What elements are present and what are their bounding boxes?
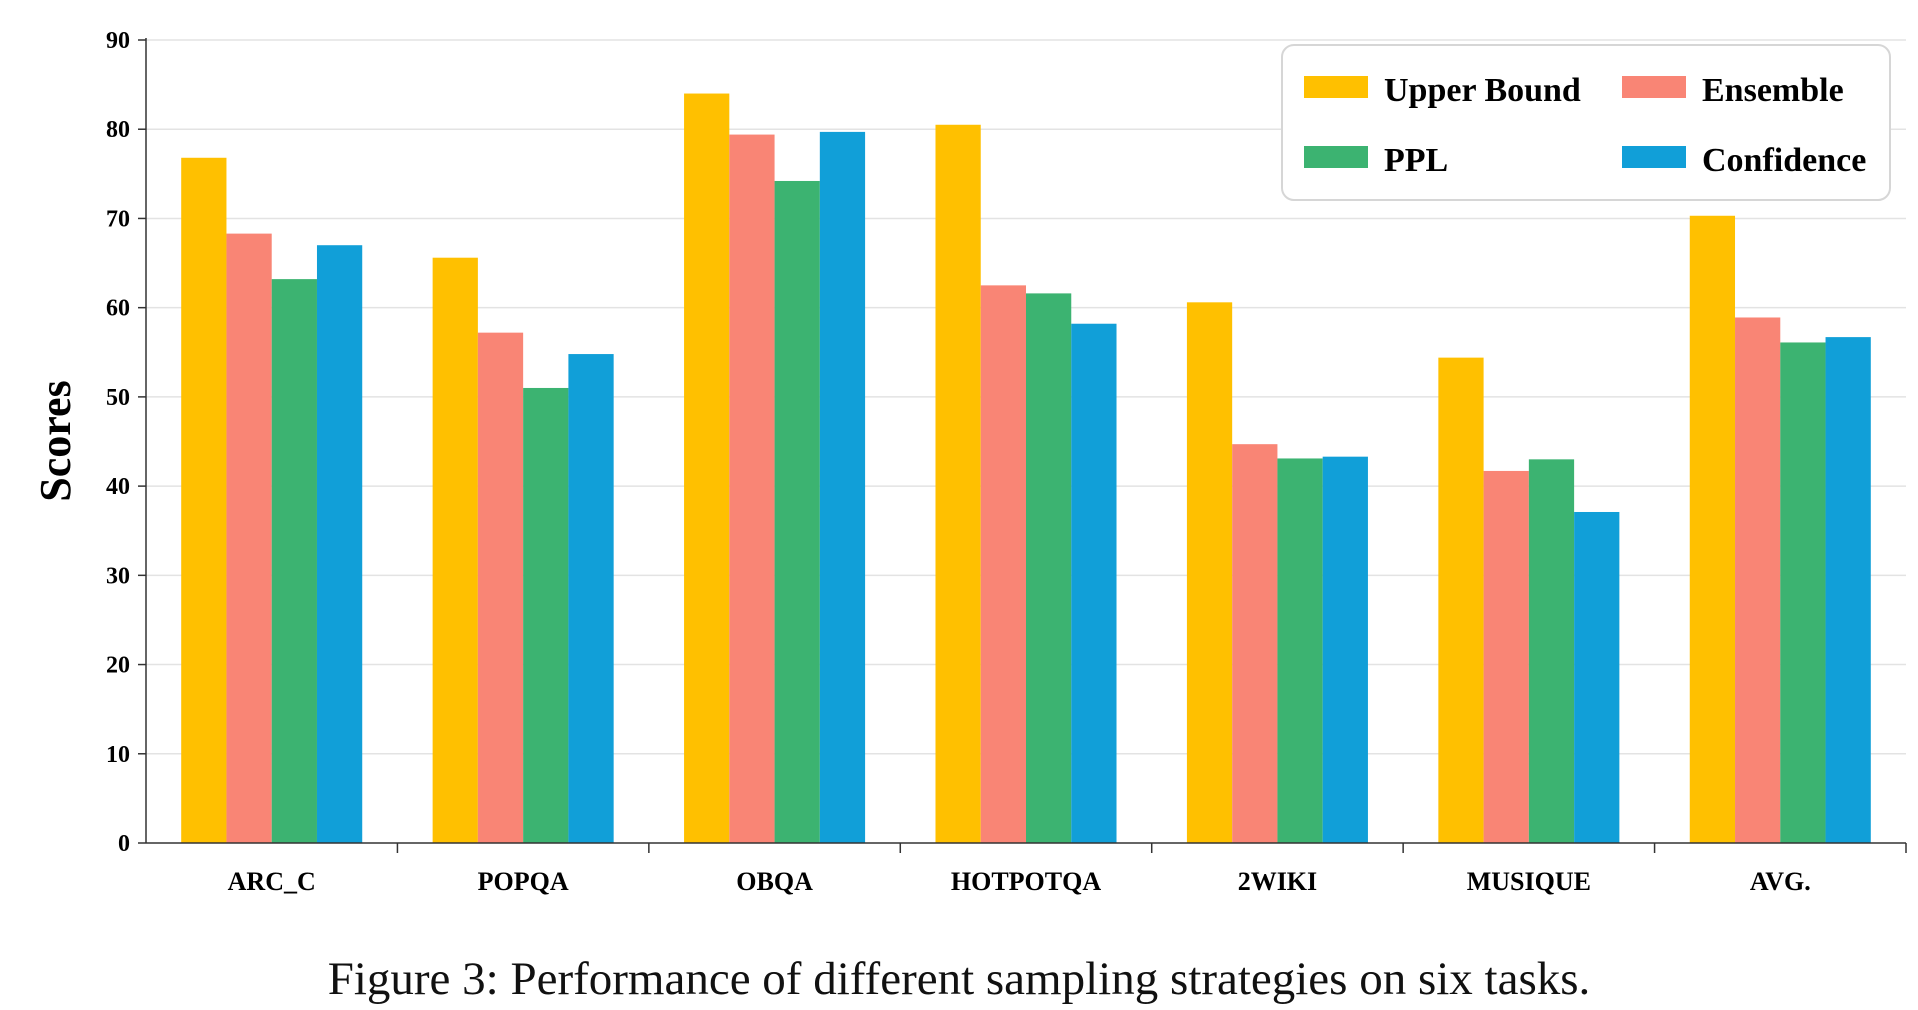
axes: 0 10 20 30 40 50 60 70 80 90 ARC_C POPQA OBQA HOTPOTQ… [106,28,1907,896]
bar-upper-bound-popqa [432,257,478,843]
bar-ensemble-2wiki [1232,444,1278,843]
legend-label-ensemble: Ensemble [1702,72,1844,109]
y-tick-label: 10 [106,742,130,768]
bar-upper-bound-obqa [684,93,730,844]
bar-ppl-arc-c [271,279,317,843]
x-tick-label: 2WIKI [1238,867,1317,896]
bars [181,93,1871,844]
bar-ensemble-avg [1735,317,1781,844]
legend-swatch-upper-bound [1304,76,1368,98]
bar-confidence-hotpotqa [1071,323,1117,843]
bar-upper-bound-hotpotqa [935,124,981,843]
y-tick-label: 0 [118,831,130,857]
legend-swatch-ppl [1304,146,1368,168]
bar-confidence-obqa [819,131,866,843]
x-tick-label: POPQA [478,867,569,896]
bar-ppl-musique [1528,459,1575,843]
bar-upper-bound-arc-c [181,157,227,844]
bar-upper-bound-avg [1689,215,1736,844]
x-tick-label: OBQA [736,867,813,896]
legend-swatch-ensemble [1622,76,1686,98]
bar-upper-bound-2wiki [1186,302,1233,843]
bar-ensemble-hotpotqa [980,285,1026,844]
bar-ensemble-musique [1483,470,1529,843]
bar-ensemble-arc-c [226,233,272,843]
figure-caption: Figure 3: Performance of different sampl… [327,953,1591,1005]
y-tick-label: 80 [106,117,130,143]
legend-label-ppl: PPL [1384,142,1448,179]
x-tick-label: HOTPOTQA [951,867,1101,896]
y-tick-label: 30 [106,563,130,589]
legend-label-confidence: Confidence [1702,142,1866,179]
x-tick-label: ARC_C [228,867,316,896]
bar-ppl-popqa [523,387,569,843]
bar-ppl-obqa [774,180,820,843]
bar-confidence-avg [1825,337,1871,843]
bar-confidence-musique [1574,511,1620,843]
y-tick-label: 40 [106,474,130,500]
bar-confidence-popqa [568,354,614,843]
legend-box [1281,44,1891,201]
legend: Upper Bound Ensemble PPL Confidence [1281,44,1891,201]
legend-label-upper-bound: Upper Bound [1384,72,1581,109]
bar-ppl-2wiki [1277,458,1323,843]
bar-ensemble-popqa [477,332,524,843]
y-tick-label: 20 [106,653,130,679]
bar-upper-bound-musique [1438,357,1484,843]
bar-ppl-hotpotqa [1026,293,1072,843]
y-tick-label: 90 [106,28,130,54]
y-tick-label: 60 [106,296,130,322]
x-tick-label: AVG. [1750,867,1811,896]
bar-chart: 0 10 20 30 40 50 60 70 80 90 ARC_C POPQA OBQA HOTPOTQ… [31,28,1907,896]
legend-swatch-confidence [1622,146,1686,168]
bar-confidence-arc-c [316,245,363,843]
y-tick-label: 70 [106,206,130,232]
bar-ppl-avg [1780,342,1826,843]
y-axis-label: Scores [31,380,80,501]
bar-confidence-2wiki [1322,456,1368,843]
x-tick-label: MUSIQUE [1467,867,1591,896]
bar-ensemble-obqa [729,134,775,843]
y-tick-label: 50 [106,385,130,411]
